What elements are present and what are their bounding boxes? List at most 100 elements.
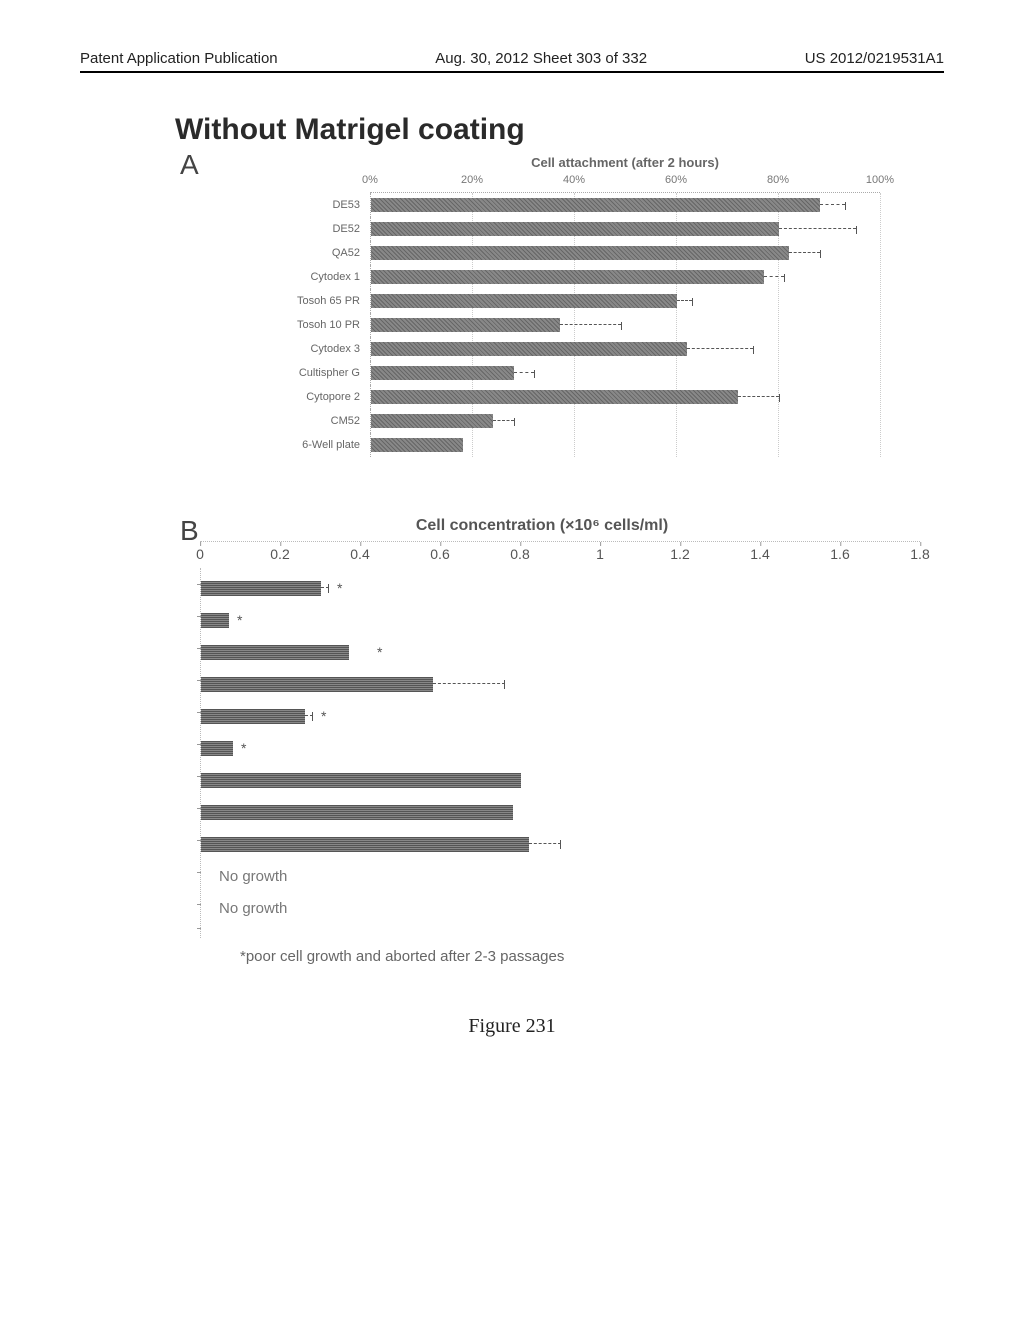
chart-a-error-bar [493, 420, 513, 423]
chart-a-row: Cytopore 2 [240, 385, 880, 409]
chart-a-row: DE52 [240, 217, 880, 241]
chart-b-row: No growth [201, 860, 920, 892]
chart-b-row: * [201, 732, 920, 764]
chart-a-error-bar [764, 276, 784, 279]
chart-a-bar [371, 390, 738, 404]
chart-b-bar [201, 709, 305, 724]
chart-b-nogrowth-label: No growth [219, 900, 287, 917]
chart-b-title: Cell concentration (×10⁶ cells/ml) [140, 517, 944, 535]
chart-b-row [201, 796, 920, 828]
chart-a-bar [371, 318, 560, 332]
chart-b-star-marker: * [321, 708, 326, 724]
chart-a-x-axis: 0%20%40%60%80%100% [370, 174, 880, 193]
chart-b-bar [201, 645, 349, 660]
chart-a-category-label: Tosoh 65 PR [240, 295, 370, 307]
chart-a-category-label: 6-Well plate [240, 439, 370, 451]
chart-b-row [201, 668, 920, 700]
chart-a-tick: 40% [563, 174, 585, 186]
chart-a-row: Cytodex 1 [240, 265, 880, 289]
chart-a-category-label: CM52 [240, 415, 370, 427]
chart-b-error-bar [321, 587, 329, 589]
chart-b: 00.20.40.60.811.21.41.61.8 *****No growt… [200, 541, 920, 938]
chart-a-error-bar [514, 372, 534, 375]
chart-a-title: Cell attachment (after 2 hours) [370, 155, 880, 170]
chart-a-category-label: Cytodex 3 [240, 343, 370, 355]
chart-b-tick: 0 [196, 546, 204, 562]
chart-a-bar [371, 342, 687, 356]
chart-b-tick: 0.4 [350, 546, 369, 562]
chart-a-row: DE53 [240, 193, 880, 217]
chart-b-bar [201, 837, 529, 852]
chart-a-error-bar [779, 228, 856, 231]
chart-a-error-bar [560, 324, 621, 327]
chart-a-bar [371, 414, 493, 428]
panel-a-label: A [180, 149, 199, 181]
chart-b-tick: 1 [596, 546, 604, 562]
chart-a-error-bar [789, 252, 820, 255]
chart-a-row: Cytodex 3 [240, 337, 880, 361]
chart-b-nogrowth-label: No growth [219, 868, 287, 885]
chart-a-row: Tosoh 65 PR [240, 289, 880, 313]
chart-a-error-bar [738, 396, 779, 399]
chart-b-bar [201, 773, 521, 788]
chart-b-tick: 1.2 [670, 546, 689, 562]
chart-a-row: 6-Well plate [240, 433, 880, 457]
chart-a-tick: 80% [767, 174, 789, 186]
main-title: Without Matrigel coating [175, 113, 944, 147]
chart-a-row: CM52 [240, 409, 880, 433]
chart-b-x-axis: 00.20.40.60.811.21.41.61.8 [200, 542, 920, 568]
chart-a-error-bar [820, 204, 846, 207]
chart-b-star-marker: * [241, 740, 246, 756]
chart-b-tick: 1.6 [830, 546, 849, 562]
chart-a-category-label: Cytopore 2 [240, 391, 370, 403]
chart-a-error-bar [677, 300, 692, 303]
chart-b-tick: 0.8 [510, 546, 529, 562]
chart-b-bar [201, 613, 229, 628]
chart-a-bar [371, 438, 463, 452]
chart-b-error-bar [433, 683, 505, 685]
chart-b-star-marker: * [377, 644, 382, 660]
chart-a-bar [371, 222, 779, 236]
chart-a-tick: 0% [362, 174, 378, 186]
chart-b-bar [201, 581, 321, 596]
chart-b-tick: 0.2 [270, 546, 289, 562]
chart-b-error-bar [529, 843, 561, 845]
chart-a-category-label: Cultispher G [240, 367, 370, 379]
chart-b-bar [201, 677, 433, 692]
chart-a-row: Cultispher G [240, 361, 880, 385]
chart-a-category-label: Cytodex 1 [240, 271, 370, 283]
chart-b-tick: 0.6 [430, 546, 449, 562]
chart-a-category-label: DE52 [240, 223, 370, 235]
chart-b-bar [201, 805, 513, 820]
chart-a-bar [371, 198, 820, 212]
chart-a-row: Tosoh 10 PR [240, 313, 880, 337]
chart-b-bar [201, 741, 233, 756]
chart-a-bars: DE53 DE52 QA52 Cytodex 1 Tosoh 65 PR Tosoh 10… [240, 193, 880, 457]
chart-a-bar [371, 294, 677, 308]
chart-a-bar [371, 246, 789, 260]
chart-a: Cell attachment (after 2 hours) 0% 20% 40%… [240, 155, 880, 457]
chart-a-bar [371, 270, 764, 284]
header-center: Aug. 30, 2012 Sheet 303 of 332 [435, 50, 647, 67]
header-right: US 2012/0219531A1 [805, 50, 944, 67]
chart-b-row: * [201, 572, 920, 604]
chart-a-tick: 60% [665, 174, 687, 186]
patent-header: Patent Application Publication Aug. 30, … [80, 50, 944, 73]
chart-b-row [201, 764, 920, 796]
chart-b-footnote: *poor cell growth and aborted after 2-3 … [240, 948, 944, 965]
chart-a-row: QA52 [240, 241, 880, 265]
chart-a-error-bar [687, 348, 753, 351]
chart-b-row: * [201, 700, 920, 732]
chart-b-tick: 1.8 [910, 546, 929, 562]
chart-a-category-label: Tosoh 10 PR [240, 319, 370, 331]
chart-a-tick: 20% [461, 174, 483, 186]
chart-a-category-label: QA52 [240, 247, 370, 259]
chart-b-row: * [201, 604, 920, 636]
chart-b-tick: 1.4 [750, 546, 769, 562]
figure-caption: Figure 231 [80, 1015, 944, 1038]
chart-a-tick: 100% [866, 174, 894, 186]
chart-b-row: * [201, 636, 920, 668]
chart-b-bars: *****No growthNo growth [200, 568, 920, 938]
header-left: Patent Application Publication [80, 50, 278, 67]
chart-a-bar [371, 366, 514, 380]
